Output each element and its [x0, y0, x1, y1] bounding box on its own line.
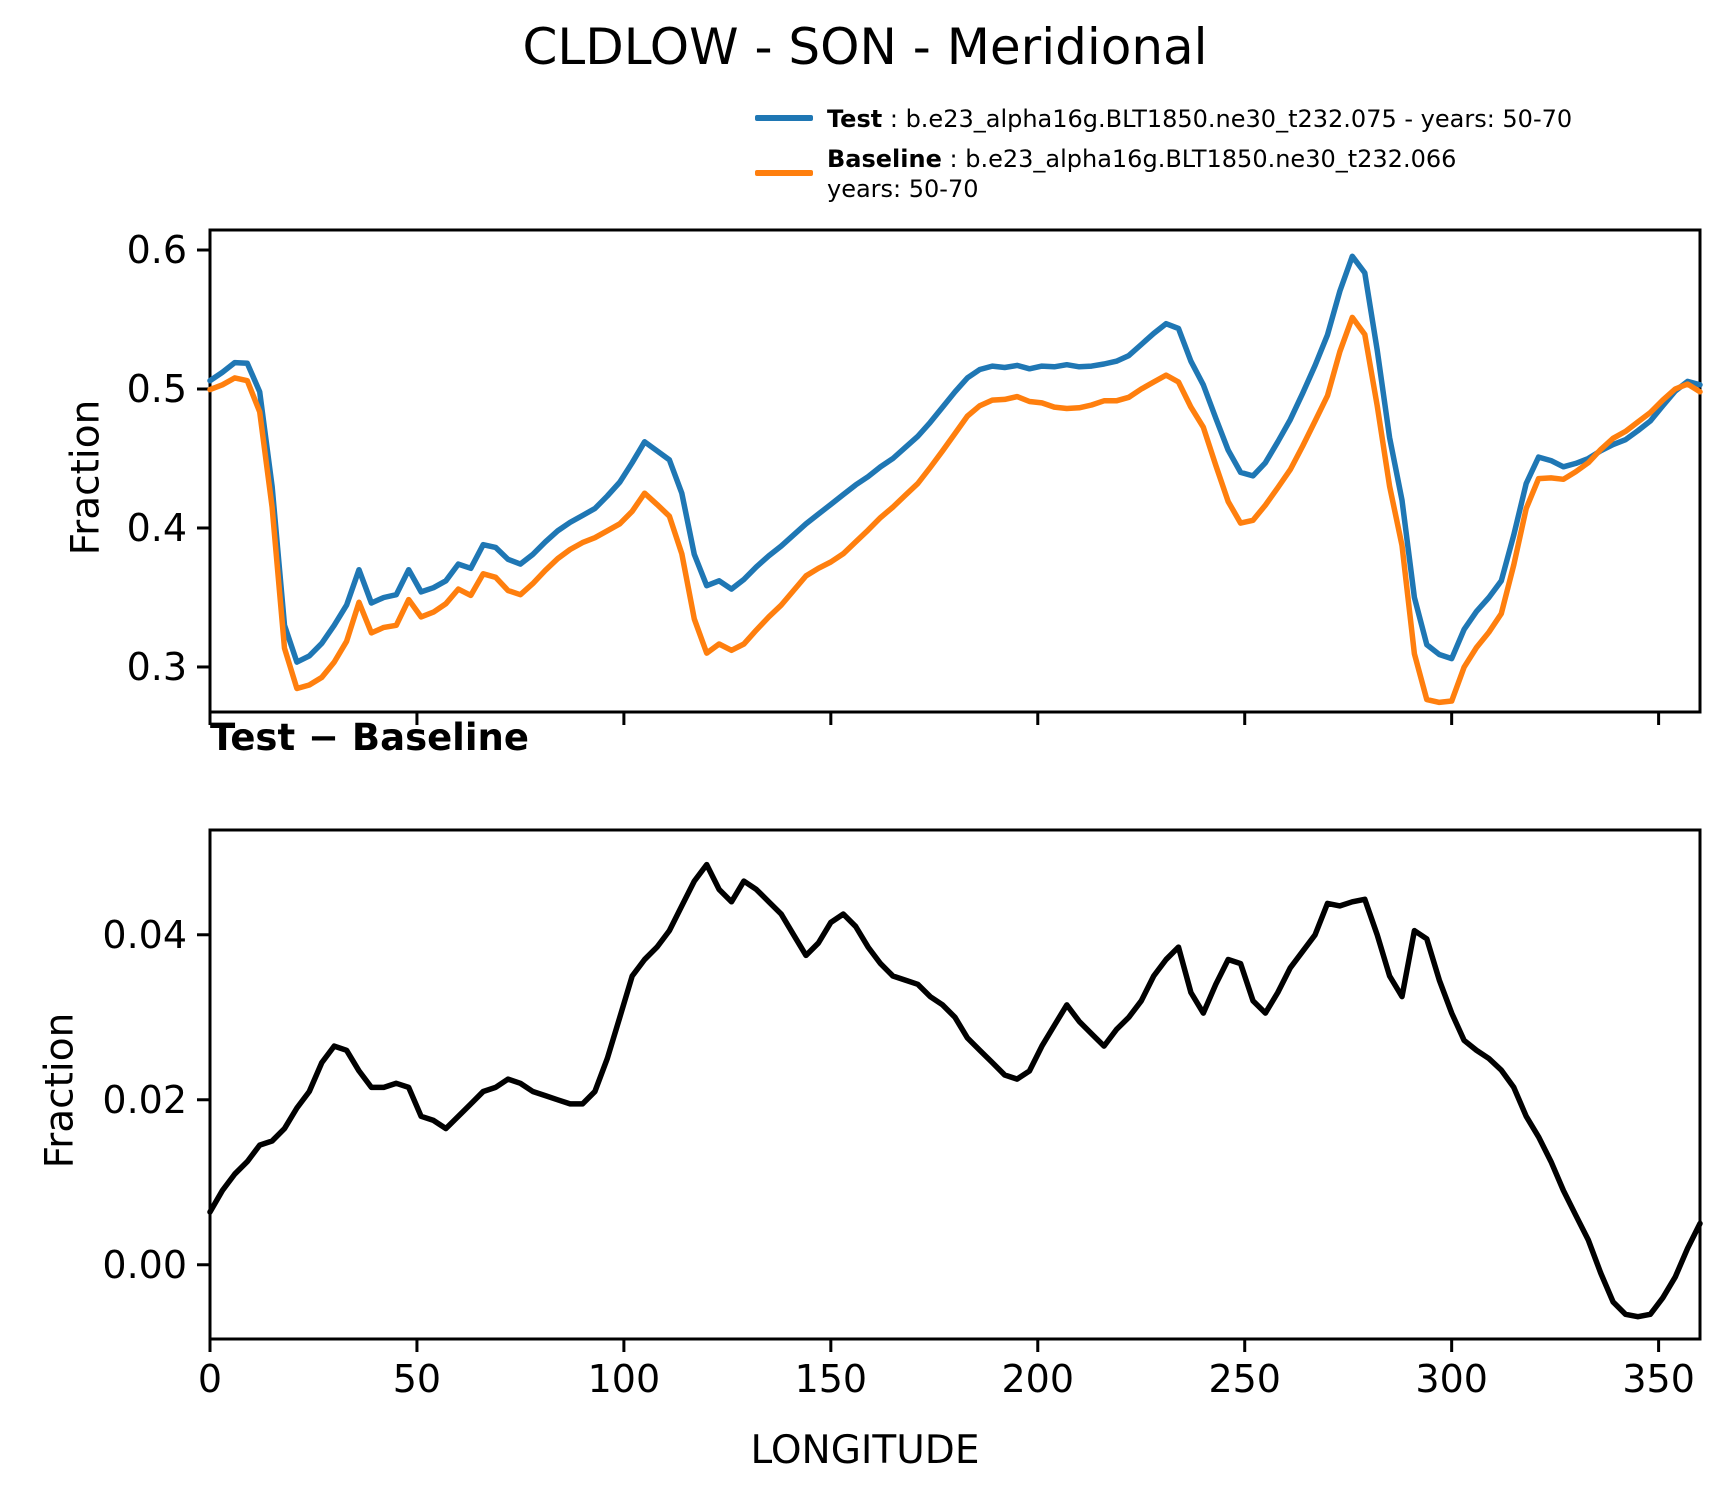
- x-tick-label: 250: [1208, 1357, 1281, 1401]
- x-tick-label: 350: [1622, 1357, 1695, 1401]
- legend-baseline-text: Baseline : b.e23_alpha16g.BLT1850.ne30_t…: [827, 144, 1456, 204]
- legend: Test : b.e23_alpha16g.BLT1850.ne30_t232.…: [755, 104, 1715, 214]
- legend-entry-baseline: Baseline : b.e23_alpha16g.BLT1850.ne30_t…: [755, 144, 1715, 204]
- x-tick-label: 300: [1415, 1357, 1488, 1401]
- diff-series-line: [207, 861, 1703, 1320]
- baseline-line-swatch: [755, 170, 813, 176]
- baseline-series-line: [207, 314, 1703, 706]
- x-tick-label: 50: [393, 1357, 441, 1401]
- legend-entry-test: Test : b.e23_alpha16g.BLT1850.ne30_t232.…: [755, 104, 1715, 134]
- x-tick-label: 100: [588, 1357, 661, 1401]
- axes-box: [208, 828, 1702, 1341]
- legend-baseline-label: Baseline: [827, 145, 942, 173]
- test-series-line: [207, 253, 1703, 665]
- y-tick-label: 0.04: [102, 913, 187, 957]
- axes-box: [208, 228, 1702, 714]
- y-tick-label: 0.02: [102, 1078, 187, 1122]
- legend-baseline-desc: : b.e23_alpha16g.BLT1850.ne30_t232.066: [941, 145, 1457, 173]
- test-line-swatch: [755, 115, 813, 121]
- legend-baseline-line2: years: 50-70: [827, 175, 979, 203]
- y-tick-label: 0.00: [102, 1243, 187, 1287]
- x-axis-label: LONGITUDE: [750, 1428, 980, 1473]
- legend-test-desc: : b.e23_alpha16g.BLT1850.ne30_t232.075 -…: [882, 105, 1573, 133]
- figure-title: CLDLOW - SON - Meridional: [522, 18, 1208, 76]
- legend-test-text: Test : b.e23_alpha16g.BLT1850.ne30_t232.…: [827, 104, 1572, 134]
- y-tick-label: 0.5: [127, 367, 187, 411]
- x-tick-label: 0: [198, 1357, 222, 1401]
- bottom-plot-title: Test − Baseline: [210, 716, 529, 759]
- y-tick-label: 0.3: [127, 645, 187, 689]
- legend-baseline-line1: Baseline : b.e23_alpha16g.BLT1850.ne30_t…: [827, 144, 1456, 174]
- legend-test-label: Test: [827, 105, 883, 133]
- x-tick-label: 200: [1002, 1357, 1075, 1401]
- y-tick-label: 0.6: [127, 228, 187, 272]
- y-tick-label: 0.4: [127, 506, 187, 550]
- x-tick-label: 150: [795, 1357, 868, 1401]
